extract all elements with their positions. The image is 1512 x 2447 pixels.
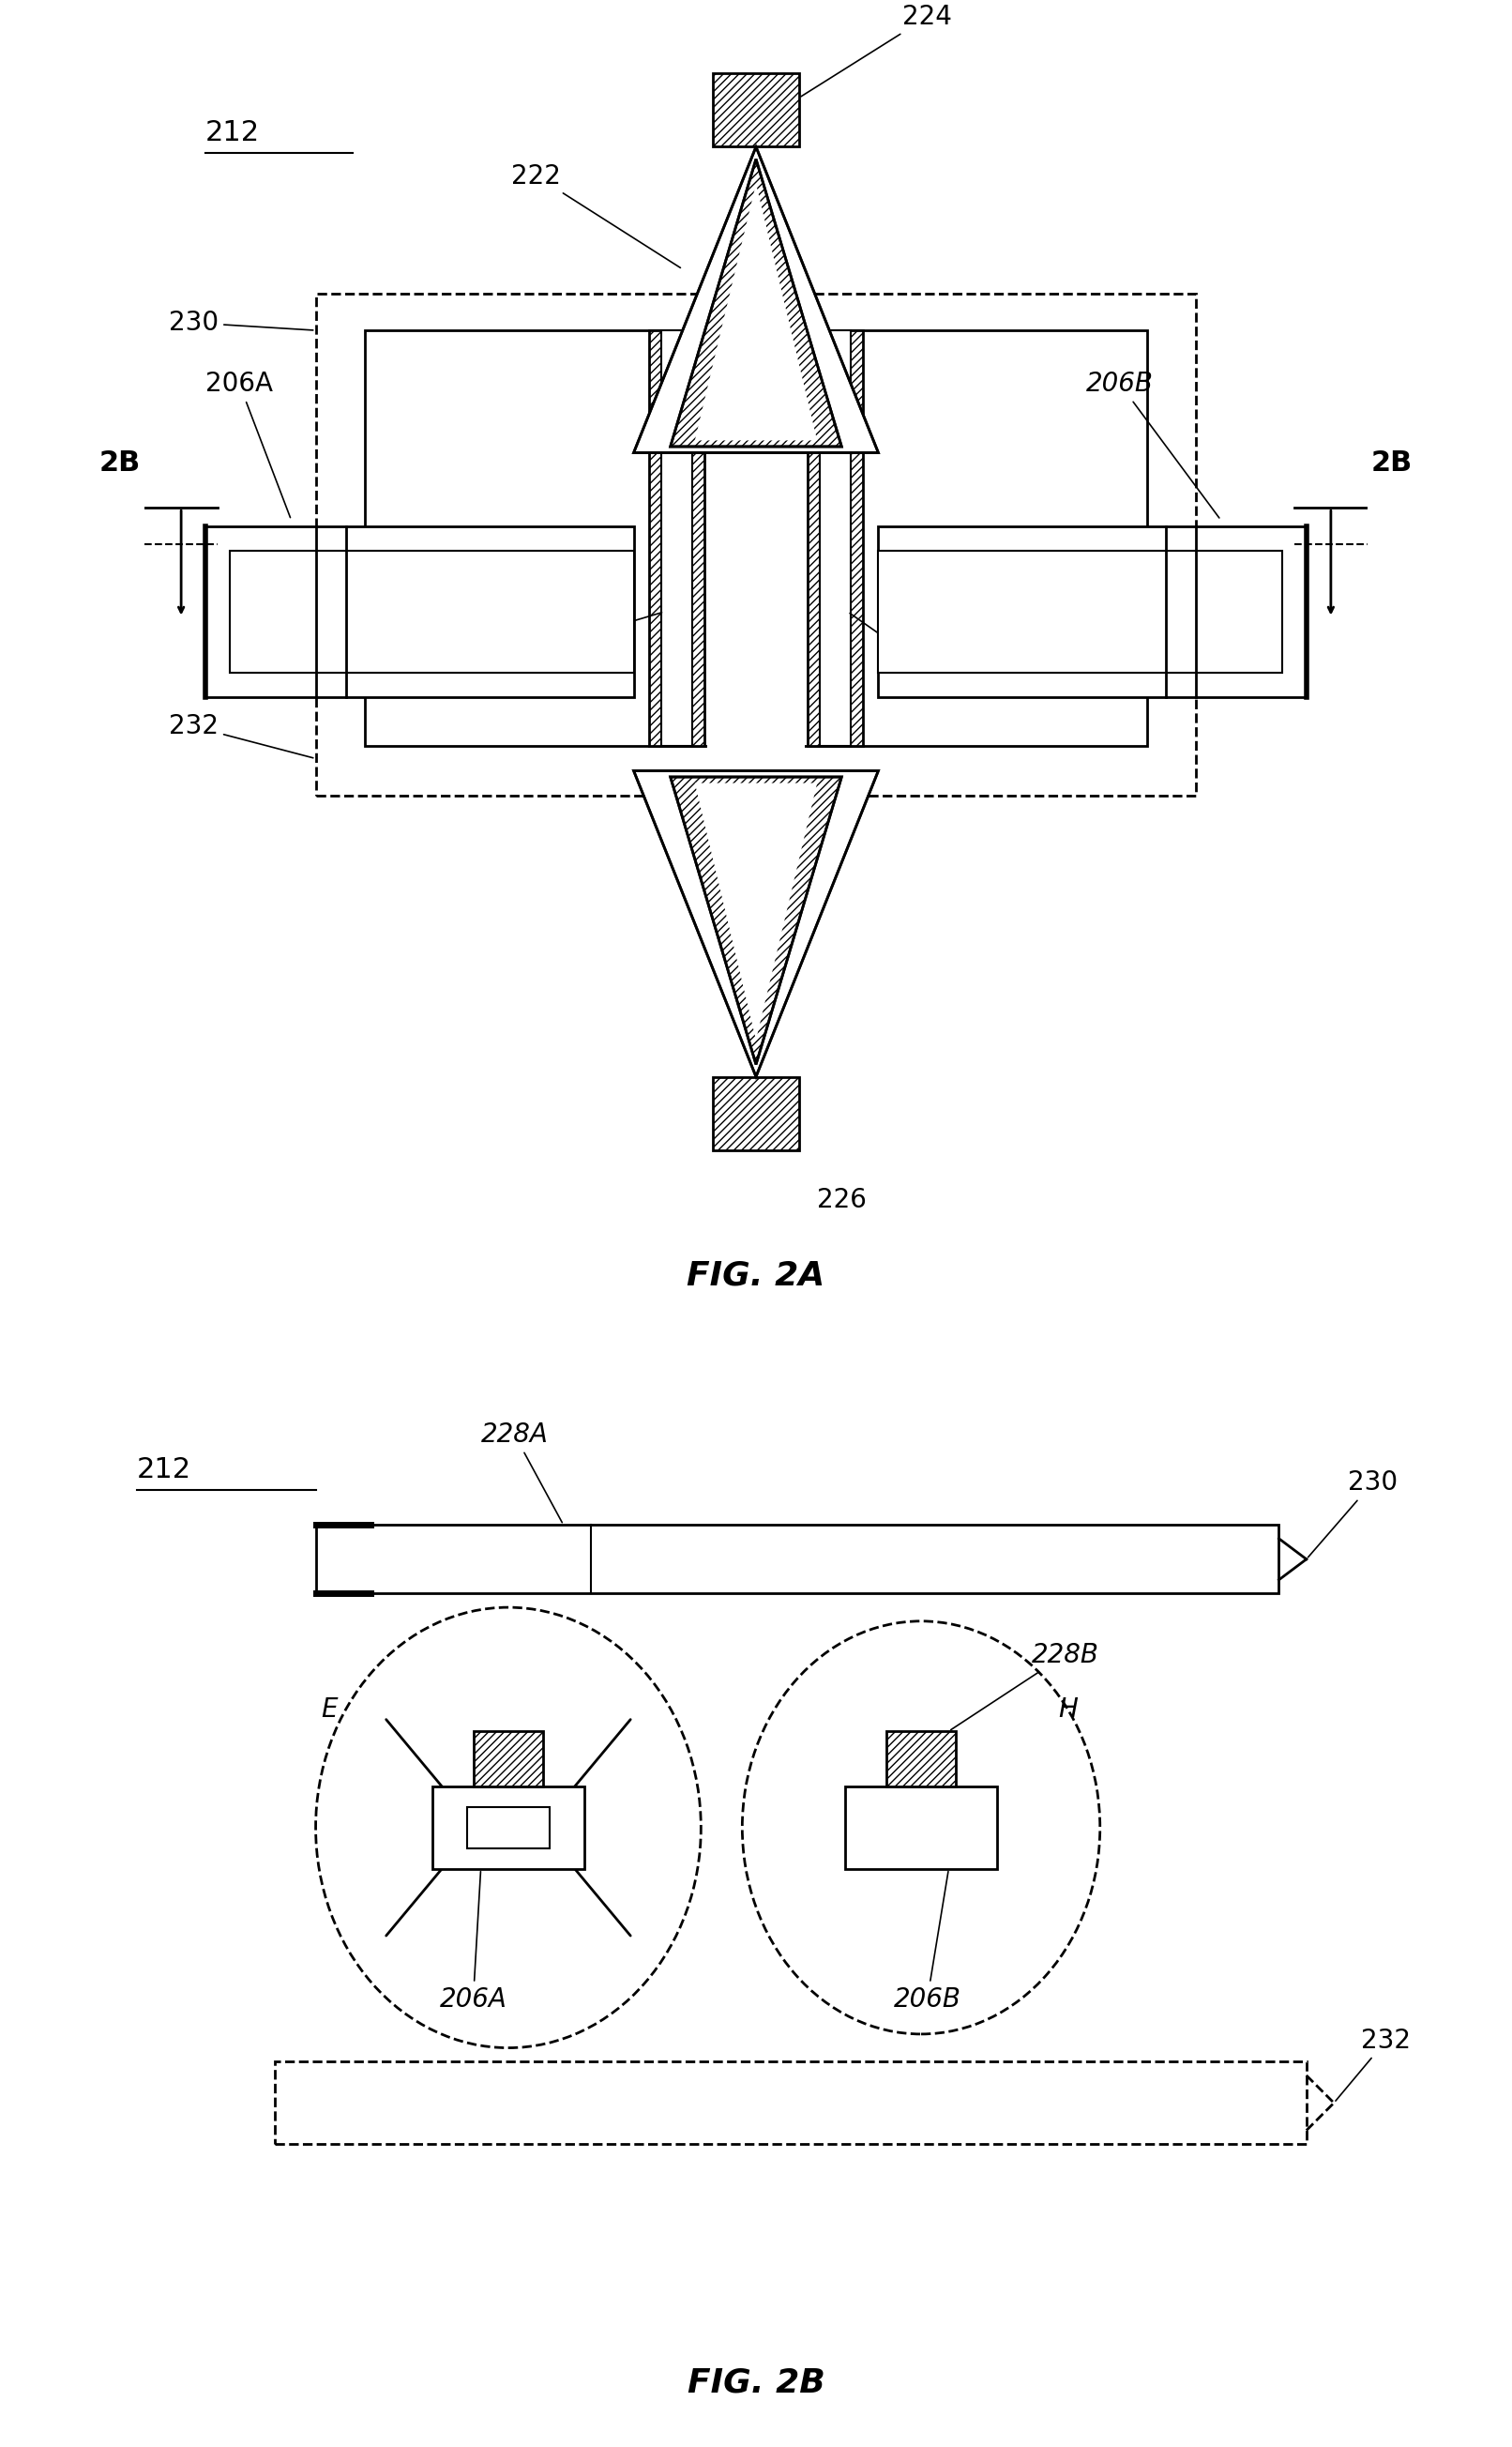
Bar — [878, 526, 1306, 697]
Bar — [432, 1786, 584, 1870]
Bar — [467, 1806, 549, 1847]
Polygon shape — [696, 184, 816, 440]
Bar — [714, 73, 798, 147]
Bar — [274, 2060, 1306, 2144]
Text: FIG. 2B: FIG. 2B — [686, 2366, 826, 2398]
Text: 226: 226 — [816, 1187, 866, 1214]
Polygon shape — [670, 159, 842, 445]
Bar — [206, 526, 634, 697]
Bar — [316, 1524, 1279, 1593]
Text: 230: 230 — [1308, 1471, 1397, 1556]
Text: 206B: 206B — [894, 1872, 962, 2011]
FancyBboxPatch shape — [364, 330, 1148, 746]
Bar — [661, 330, 692, 746]
Text: 2B: 2B — [1371, 450, 1412, 477]
Polygon shape — [634, 147, 878, 453]
Text: E: E — [321, 1696, 337, 1723]
Text: 232: 232 — [169, 715, 313, 759]
Bar — [820, 330, 851, 746]
Bar — [473, 1732, 543, 1786]
Text: 230: 230 — [169, 311, 313, 335]
Bar — [714, 1077, 798, 1150]
Bar — [886, 1732, 956, 1786]
Text: 228B: 228B — [850, 614, 959, 678]
Text: 222: 222 — [511, 164, 680, 267]
Text: 206A: 206A — [440, 1872, 507, 2011]
Text: 232: 232 — [1335, 2026, 1411, 2102]
Polygon shape — [670, 778, 842, 1064]
Bar — [649, 330, 705, 746]
Bar — [878, 551, 1282, 673]
Text: H: H — [1058, 1696, 1078, 1723]
Text: 206A: 206A — [206, 372, 290, 519]
Text: 212: 212 — [136, 1456, 192, 1483]
Bar — [845, 1786, 996, 1870]
Text: 224: 224 — [801, 5, 953, 95]
Polygon shape — [696, 783, 816, 1040]
Bar — [708, 460, 804, 763]
Polygon shape — [634, 771, 878, 1077]
Bar — [807, 330, 863, 746]
Text: 206B: 206B — [1086, 372, 1219, 519]
Text: 228B: 228B — [951, 1642, 1099, 1730]
Text: 2B: 2B — [100, 450, 141, 477]
Bar — [230, 551, 634, 673]
Text: 228A: 228A — [451, 612, 662, 678]
Text: 212: 212 — [206, 120, 260, 147]
Text: 228A: 228A — [481, 1422, 562, 1522]
Text: FIG. 2A: FIG. 2A — [686, 1260, 826, 1292]
